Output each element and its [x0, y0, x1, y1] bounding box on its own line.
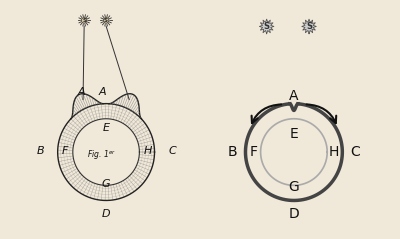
Text: H: H — [329, 145, 339, 159]
Text: D: D — [288, 207, 299, 221]
Circle shape — [103, 18, 109, 23]
Text: G: G — [288, 180, 299, 194]
Text: B: B — [228, 145, 238, 159]
Text: G: G — [102, 179, 110, 189]
Text: E: E — [290, 127, 298, 141]
Text: C: C — [168, 146, 176, 156]
Text: S: S — [104, 18, 108, 23]
Circle shape — [81, 18, 87, 23]
Text: E: E — [102, 123, 110, 133]
Text: A: A — [78, 87, 86, 97]
Text: A: A — [98, 87, 106, 97]
Text: S: S — [82, 18, 86, 23]
Text: H: H — [144, 146, 152, 156]
Text: C: C — [350, 145, 360, 159]
Text: A: A — [289, 89, 299, 103]
Polygon shape — [259, 19, 274, 34]
Polygon shape — [302, 19, 316, 34]
Text: S: S — [306, 22, 312, 31]
Text: F: F — [250, 145, 258, 159]
Text: B: B — [36, 146, 44, 156]
Text: S: S — [264, 22, 270, 31]
Text: Fig. 1$^{er}$: Fig. 1$^{er}$ — [87, 148, 116, 162]
Text: F: F — [61, 146, 68, 156]
Text: D: D — [102, 209, 110, 219]
